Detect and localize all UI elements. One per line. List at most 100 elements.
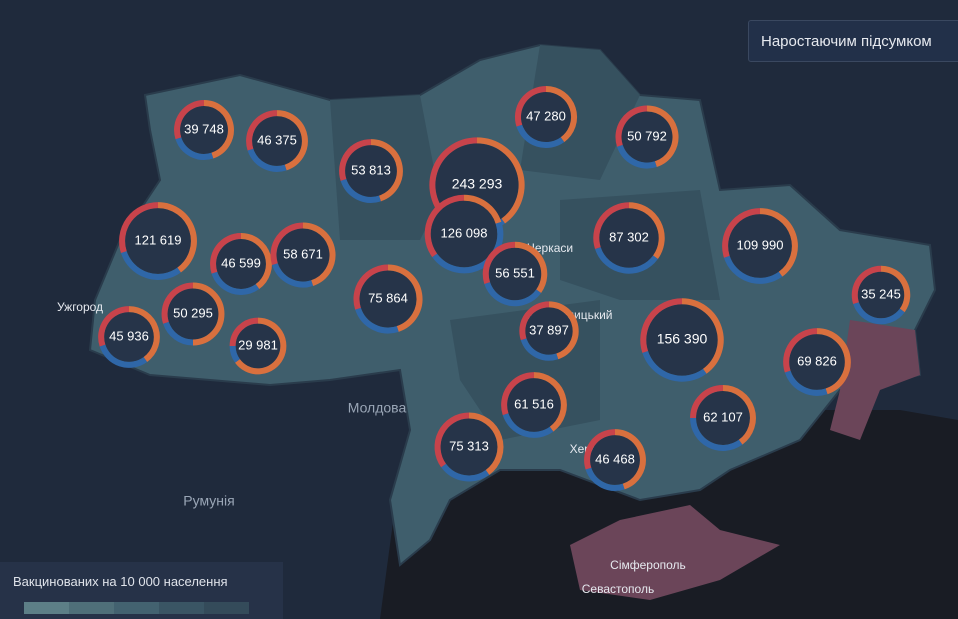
donut-center — [590, 435, 640, 485]
donut-segment — [681, 298, 724, 374]
donut-segment — [617, 144, 657, 169]
donut-value: 243 293 — [452, 176, 503, 192]
donut-value: 47 280 — [526, 108, 566, 123]
donut-value: 121 619 — [135, 232, 182, 247]
donut-value: 56 551 — [495, 265, 535, 280]
donut-segment — [468, 412, 504, 475]
donut-segment — [628, 202, 665, 259]
donut-segment — [229, 317, 259, 347]
donut-segment — [424, 194, 465, 258]
donut-value: 45 936 — [109, 328, 149, 343]
donut-segment — [370, 139, 403, 202]
donut-segment — [484, 281, 542, 307]
donut-value: 126 098 — [441, 225, 488, 240]
donut-value: 109 990 — [737, 237, 784, 252]
donut-value: 53 813 — [351, 162, 391, 177]
place-label: Сімферополь — [610, 558, 686, 572]
donut-value: 75 864 — [368, 290, 408, 305]
donut-segment — [276, 110, 308, 171]
donut-segment — [533, 372, 567, 432]
place-label: Севастополь — [582, 582, 654, 596]
donut-segment — [723, 255, 783, 284]
donut-segment — [595, 247, 658, 274]
donut-segment — [501, 372, 535, 416]
donut-segment — [783, 328, 818, 373]
donut-center — [696, 391, 750, 445]
donut-value: 75 313 — [449, 438, 489, 453]
donut-center — [599, 208, 659, 268]
occupied-area — [830, 320, 920, 440]
legend-title: Вакцинованих на 10 000 населення — [13, 574, 228, 589]
donut-value: 87 302 — [609, 229, 649, 244]
donut-segment — [355, 307, 399, 334]
donut-segment — [98, 306, 130, 347]
donut-segment — [463, 194, 502, 224]
donut-segment — [514, 85, 547, 127]
donut-segment — [441, 463, 490, 482]
donut-center — [728, 214, 792, 278]
region-shading — [330, 45, 720, 440]
place-label: Молдова — [348, 400, 407, 416]
donut-center — [440, 418, 498, 476]
donut-segment — [584, 429, 616, 470]
donut-segment — [482, 241, 516, 284]
donut-center — [345, 145, 397, 197]
donuts: 39 748 46 375 53 813 243 293 47 280 50 792 121… — [98, 85, 911, 491]
donut-segment — [519, 301, 550, 341]
donut-segment — [272, 263, 314, 288]
donut-segment — [585, 467, 625, 491]
donut-center — [430, 200, 498, 268]
donut-value: 35 245 — [861, 286, 901, 301]
donut-center — [180, 106, 228, 154]
donut-value: 58 671 — [283, 246, 323, 261]
donut-segment — [593, 202, 630, 250]
donut-value: 156 390 — [657, 331, 708, 347]
donut-value: 39 748 — [184, 121, 224, 136]
donut-segment — [722, 208, 761, 258]
donut-value: 29 981 — [238, 337, 278, 352]
cumulative-toggle[interactable]: Наростаючим підсумком — [748, 20, 958, 62]
donut-segment — [434, 412, 470, 468]
donut-segment — [192, 282, 225, 346]
donut-segment — [476, 137, 525, 224]
place-label: Румунія — [183, 493, 234, 509]
donut-segment — [120, 251, 181, 280]
donut-center — [216, 239, 266, 289]
donut-segment — [432, 221, 504, 274]
donut-center — [789, 334, 845, 390]
donut-segment — [353, 264, 389, 310]
donut-segment — [161, 282, 194, 324]
donut-segment — [516, 124, 565, 149]
donut-segment — [128, 306, 160, 362]
donut-segment — [614, 429, 646, 490]
donut-center — [621, 111, 673, 163]
donut-segment — [646, 105, 679, 167]
donut-segment — [502, 413, 554, 438]
donut-segment — [816, 328, 851, 395]
donut-center — [167, 288, 219, 340]
donut-center — [488, 247, 542, 301]
donut-segment — [722, 385, 756, 445]
donut-center — [525, 307, 573, 355]
donut-segment — [545, 85, 578, 143]
donut-value: 61 516 — [514, 396, 554, 411]
donut-segment — [247, 148, 287, 172]
donut-segment — [157, 202, 197, 273]
donut-segment — [235, 317, 287, 375]
legend: Вакцинованих на 10 000 населення — [0, 562, 283, 619]
donut-segment — [99, 344, 148, 368]
donut-value: 62 107 — [703, 409, 743, 424]
place-label: Ужгород — [57, 300, 103, 314]
donut-center — [520, 91, 572, 143]
donut-value: 46 468 — [595, 451, 635, 466]
donut-center — [252, 116, 302, 166]
donut-value: 46 599 — [221, 255, 261, 270]
crimea — [570, 505, 780, 600]
donut-value: 46 375 — [257, 132, 297, 147]
donut-segment — [246, 110, 278, 151]
donut-value: 69 826 — [797, 353, 837, 368]
donut-segment — [615, 105, 648, 147]
donut-segment — [851, 265, 882, 305]
donut-segment — [119, 202, 159, 254]
